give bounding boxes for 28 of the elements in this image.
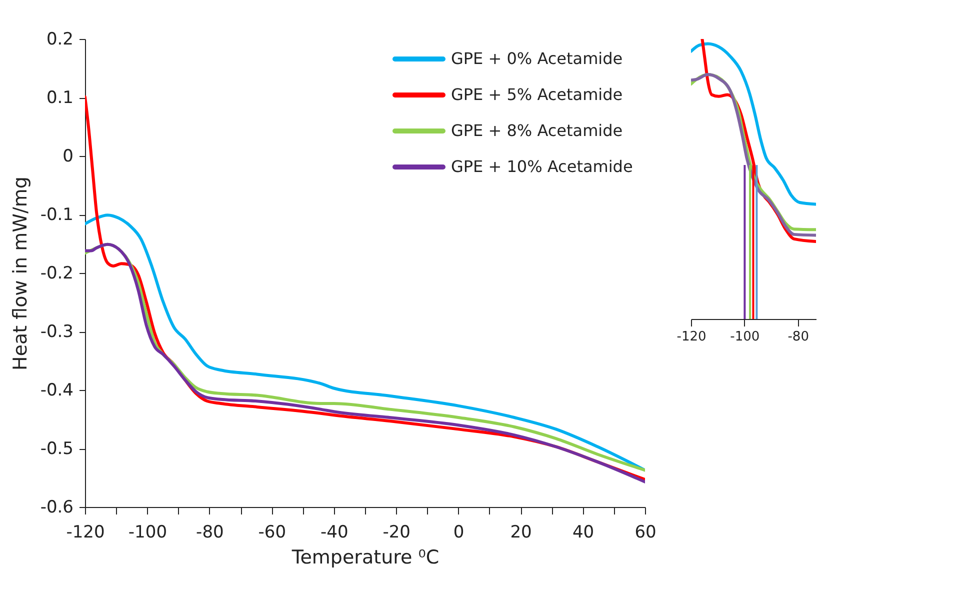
y-tick-label: 0 bbox=[62, 146, 74, 166]
y-tick-label: -0.6 bbox=[40, 498, 74, 518]
x-tick-label: -80 bbox=[788, 330, 809, 344]
x-tick-label: -20 bbox=[382, 522, 410, 542]
legend-label: GPE + 5% Acetamide bbox=[451, 85, 623, 104]
y-tick-label: -0.4 bbox=[40, 380, 74, 400]
y-tick-label: -0.1 bbox=[40, 205, 74, 225]
y-tick-label: -0.5 bbox=[40, 439, 74, 459]
x-tick-label: 20 bbox=[510, 522, 532, 542]
x-tick-label: -120 bbox=[66, 522, 105, 542]
x-tick-label: 60 bbox=[634, 522, 656, 542]
legend-label: GPE + 10% Acetamide bbox=[451, 157, 633, 176]
y-axis-title: Heat flow in mW/mg bbox=[9, 176, 32, 370]
y-tick-label: -0.3 bbox=[40, 322, 74, 342]
y-tick-label: 0.1 bbox=[46, 88, 74, 108]
y-tick-label: -0.2 bbox=[40, 264, 74, 284]
x-tick-label: -80 bbox=[196, 522, 224, 542]
y-tick-label: 0.2 bbox=[46, 30, 74, 50]
legend-label: GPE + 8% Acetamide bbox=[451, 121, 623, 140]
x-tick-label: -40 bbox=[320, 522, 348, 542]
x-tick-label: -120 bbox=[676, 330, 706, 344]
x-tick-label: -60 bbox=[258, 522, 286, 542]
x-tick-label: 40 bbox=[572, 522, 594, 542]
x-tick-label: 0 bbox=[453, 522, 464, 542]
x-axis-title: Temperature ⁰C bbox=[290, 546, 440, 568]
x-tick-label: -100 bbox=[730, 330, 760, 344]
x-tick-label: -100 bbox=[128, 522, 168, 542]
legend-label: GPE + 0% Acetamide bbox=[451, 49, 623, 68]
